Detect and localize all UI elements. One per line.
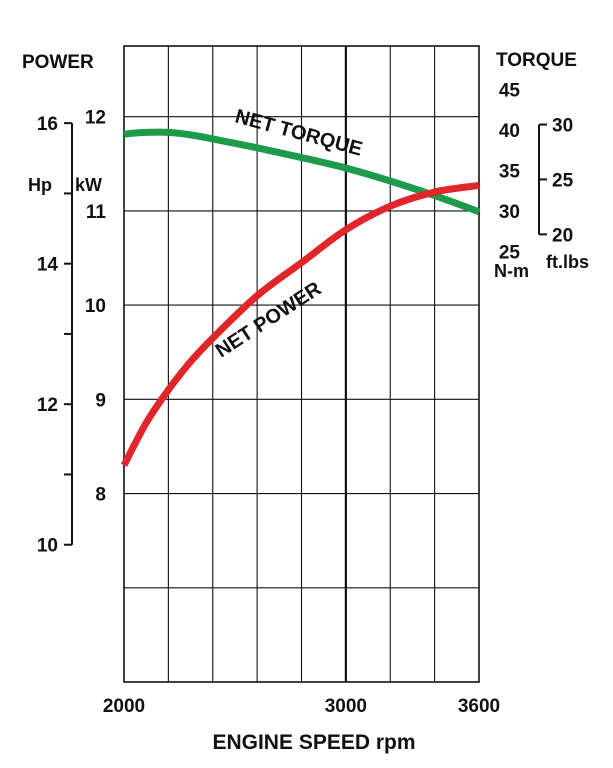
net-power-curve [120,181,480,467]
net-torque-curve [123,128,481,216]
nm-tick-label: 30 [499,202,520,223]
ftlb-tick-label: 20 [552,225,573,246]
tick-labels: 8 9 10 11 12 10 12 14 16 25 30 35 40 45 20 25 30 2000 3000… [37,81,574,718]
ftlb-tick-label: 25 [552,170,574,191]
nm-tick-label: 25 [499,243,521,264]
kw-tick-label: 12 [85,108,106,129]
ftlb-unit-label: ft.lbs [546,252,589,272]
x-tick-label: 3000 [325,696,367,717]
kw-unit-label: kW [75,175,102,195]
nm-unit-label: N-m [494,261,529,281]
nm-tick-label: 35 [499,162,521,183]
grid [123,45,480,683]
torque-axis-title: TORQUE [496,50,577,71]
power-axis-title: POWER [22,52,94,73]
kw-tick-label: 9 [95,390,106,411]
kw-tick-label: 8 [95,485,106,506]
x-axis-label: ENGINE SPEED rpm [212,731,415,754]
hp-tick-label: 16 [37,114,58,135]
x-tick-label: 3600 [458,696,500,717]
kw-tick-label: 11 [86,202,107,223]
ftlb-tick-label: 30 [552,116,573,137]
hp-tick-label: 12 [37,395,58,416]
hp-tick-label: 14 [37,255,59,276]
hp-unit-label: Hp [28,175,52,195]
hp-tick-label: 10 [37,536,58,557]
curves [120,128,481,467]
x-tick-label: 2000 [103,696,145,717]
nm-tick-label: 45 [499,81,521,102]
kw-tick-label: 10 [85,296,106,317]
nm-tick-label: 40 [499,121,520,142]
